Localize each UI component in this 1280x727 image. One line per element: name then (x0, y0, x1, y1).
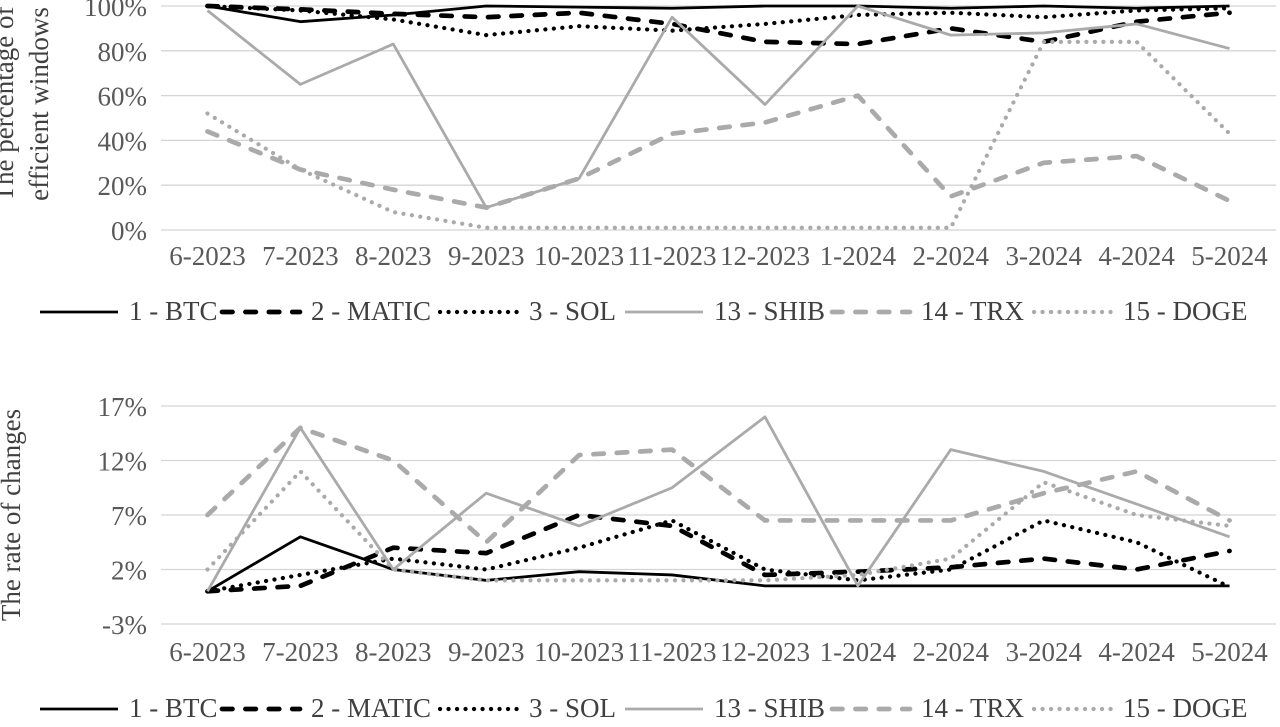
svg-text:2%: 2% (111, 556, 147, 586)
svg-text:The rate of changes: The rate of changes (0, 409, 26, 621)
svg-text:efficient windows: efficient windows (24, 7, 54, 201)
svg-text:13 - SHIB: 13 - SHIB (714, 693, 825, 722)
svg-text:2-2024: 2-2024 (913, 637, 990, 667)
svg-text:9-2023: 9-2023 (448, 637, 525, 667)
svg-text:20%: 20% (98, 171, 148, 201)
svg-text:1 - BTC: 1 - BTC (129, 296, 218, 326)
svg-text:1-2024: 1-2024 (820, 637, 897, 667)
svg-text:0%: 0% (111, 216, 147, 246)
svg-text:12%: 12% (98, 447, 148, 477)
svg-text:7-2023: 7-2023 (262, 637, 339, 667)
svg-text:14 - TRX: 14 - TRX (921, 296, 1025, 326)
svg-text:5-2024: 5-2024 (1191, 637, 1268, 667)
svg-text:-3%: -3% (102, 610, 147, 640)
svg-text:60%: 60% (98, 82, 148, 112)
svg-text:6-2023: 6-2023 (169, 241, 246, 271)
svg-text:2 - MATIC: 2 - MATIC (311, 296, 431, 326)
svg-text:8-2023: 8-2023 (355, 241, 432, 271)
svg-text:9-2023: 9-2023 (448, 241, 525, 271)
svg-text:80%: 80% (98, 37, 148, 67)
svg-text:15 - DOGE: 15 - DOGE (1123, 296, 1247, 326)
svg-text:100%: 100% (84, 0, 147, 22)
svg-text:11-2023: 11-2023 (628, 241, 717, 271)
svg-text:The percentage of: The percentage of (0, 7, 19, 202)
svg-text:3 - SOL: 3 - SOL (529, 296, 616, 326)
svg-text:14 - TRX: 14 - TRX (921, 693, 1025, 722)
svg-text:13 - SHIB: 13 - SHIB (714, 296, 825, 326)
svg-text:2 - MATIC: 2 - MATIC (311, 693, 431, 722)
svg-text:40%: 40% (98, 126, 148, 156)
svg-text:6-2023: 6-2023 (169, 637, 246, 667)
svg-text:12-2023: 12-2023 (720, 637, 810, 667)
svg-text:10-2023: 10-2023 (534, 637, 624, 667)
svg-text:15 - DOGE: 15 - DOGE (1123, 693, 1247, 722)
svg-text:2-2024: 2-2024 (913, 241, 990, 271)
svg-text:7%: 7% (111, 501, 147, 531)
svg-text:1-2024: 1-2024 (820, 241, 897, 271)
svg-text:3-2024: 3-2024 (1005, 637, 1082, 667)
svg-text:3-2024: 3-2024 (1005, 241, 1082, 271)
svg-text:5-2024: 5-2024 (1191, 241, 1268, 271)
svg-text:12-2023: 12-2023 (720, 241, 810, 271)
svg-text:3 - SOL: 3 - SOL (529, 693, 616, 722)
svg-text:7-2023: 7-2023 (262, 241, 339, 271)
svg-text:17%: 17% (98, 392, 148, 422)
svg-text:1 - BTC: 1 - BTC (129, 693, 218, 722)
svg-text:10-2023: 10-2023 (534, 241, 624, 271)
svg-text:11-2023: 11-2023 (628, 637, 717, 667)
svg-text:4-2024: 4-2024 (1098, 241, 1175, 271)
svg-text:4-2024: 4-2024 (1098, 637, 1175, 667)
svg-text:8-2023: 8-2023 (355, 637, 432, 667)
